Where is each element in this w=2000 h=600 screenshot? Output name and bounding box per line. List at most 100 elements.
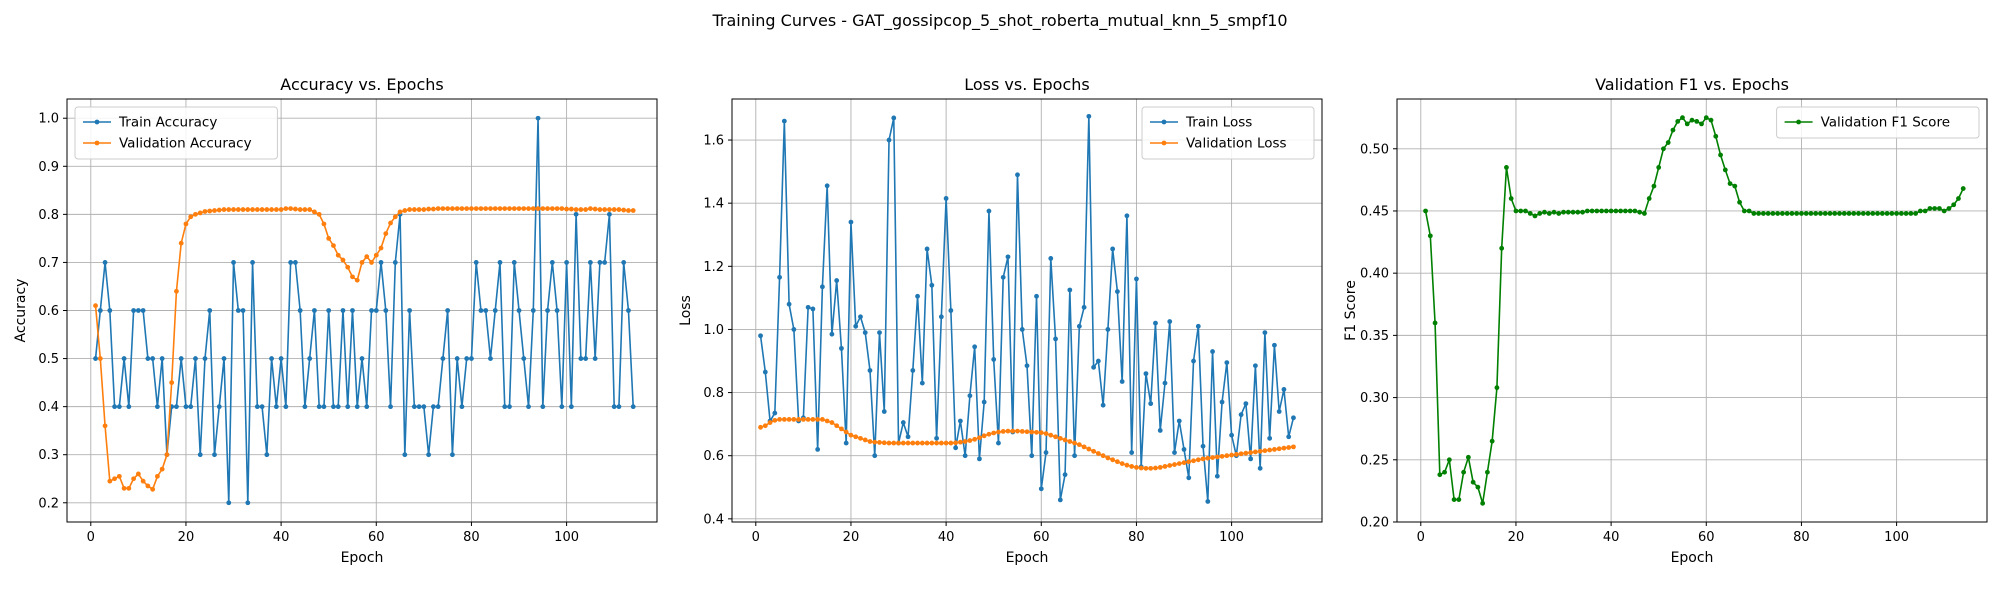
x-axis-label: Epoch [1671, 550, 1714, 566]
data-point [373, 308, 379, 313]
data-point [1499, 245, 1505, 251]
data-point [1780, 211, 1785, 216]
data-point [426, 206, 432, 212]
data-point [278, 207, 284, 212]
data-point [235, 207, 241, 212]
data-point [559, 404, 565, 410]
data-point [1115, 459, 1120, 465]
data-point [1043, 450, 1049, 455]
x-tick-label: 60 [1033, 530, 1050, 545]
data-point [834, 423, 840, 429]
data-point [786, 301, 792, 307]
data-point [621, 260, 627, 265]
data-point [1898, 211, 1904, 216]
data-point [1124, 213, 1130, 219]
data-point [1865, 211, 1871, 216]
data-point [159, 466, 165, 472]
subplot-2: 0 20 40 60 80 100 0.4 0.6 0.8 1.0 1.2 1.4 1.6 Loss vs… [678, 75, 1323, 566]
data-point [483, 308, 489, 313]
data-point [445, 206, 451, 212]
series-line-1 [1424, 116, 1964, 504]
data-point [397, 209, 403, 215]
data-point [464, 356, 470, 361]
data-point [535, 115, 541, 121]
data-point [1191, 458, 1196, 464]
data-point [900, 420, 906, 425]
data-point [1884, 211, 1890, 216]
data-point [1272, 447, 1277, 452]
data-point [102, 260, 108, 265]
data-point [259, 207, 265, 212]
data-point [948, 440, 954, 446]
data-point [573, 211, 579, 217]
data-point [839, 426, 844, 432]
data-point [1229, 452, 1234, 458]
data-point [197, 210, 203, 216]
data-point [977, 435, 982, 441]
data-point [1951, 202, 1957, 208]
data-point [102, 423, 108, 429]
data-point [492, 308, 498, 313]
data-point [820, 284, 825, 290]
data-point [1732, 183, 1738, 189]
data-point [1048, 256, 1054, 261]
data-point [1922, 208, 1928, 214]
data-point [1822, 211, 1828, 216]
data-point [155, 404, 160, 410]
data-point [1856, 211, 1861, 216]
data-point [1946, 206, 1952, 211]
y-axis-label: Accuracy [13, 279, 29, 343]
data-point [150, 356, 156, 361]
data-point [924, 246, 930, 252]
data-point [388, 404, 393, 410]
data-point [1846, 211, 1852, 216]
data-point [93, 303, 98, 309]
data-point [578, 207, 584, 212]
data-point [872, 439, 878, 445]
data-point [1233, 452, 1239, 457]
data-point [848, 432, 854, 438]
data-point [340, 257, 346, 263]
data-point [1252, 449, 1258, 455]
data-point [521, 356, 527, 361]
y-tick-label: 1.4 [703, 197, 724, 212]
data-point [1057, 497, 1063, 503]
data-point [1095, 451, 1101, 456]
data-point [107, 478, 113, 484]
data-point [1622, 208, 1628, 214]
legend-box [1776, 106, 1980, 139]
data-point [440, 356, 446, 361]
x-tick-label: 20 [178, 530, 195, 545]
legend-label: Train Accuracy [118, 115, 217, 131]
data-point [121, 485, 127, 491]
data-point [183, 404, 189, 410]
data-point [421, 207, 427, 212]
data-point [1162, 464, 1168, 469]
data-point [967, 393, 973, 399]
y-axis-label: Loss [678, 295, 694, 326]
data-point [1091, 364, 1097, 370]
data-point [1062, 437, 1068, 443]
data-point [1195, 457, 1201, 463]
data-point [312, 308, 317, 313]
data-point [1423, 208, 1428, 214]
data-point [378, 245, 384, 251]
data-point [473, 260, 479, 265]
data-point [1086, 446, 1092, 452]
y-tick-label: 0.50 [1360, 142, 1389, 157]
data-point [145, 356, 151, 361]
data-point [1703, 115, 1709, 121]
subplot-title: Validation F1 vs. Epochs [1595, 75, 1789, 94]
data-point [1665, 140, 1671, 145]
x-axis-label: Epoch [1006, 550, 1049, 566]
data-point [312, 209, 317, 215]
data-point [264, 207, 270, 212]
data-point [473, 206, 479, 212]
data-point [302, 207, 308, 212]
data-point [188, 404, 194, 410]
data-point [815, 417, 821, 422]
data-point [1694, 118, 1700, 124]
data-point [891, 115, 897, 121]
data-point [440, 206, 446, 212]
subplot-3: 0 20 40 60 80 100 0.20 0.25 0.30 0.35 0.40 0.45 0.50… [1343, 75, 1988, 566]
